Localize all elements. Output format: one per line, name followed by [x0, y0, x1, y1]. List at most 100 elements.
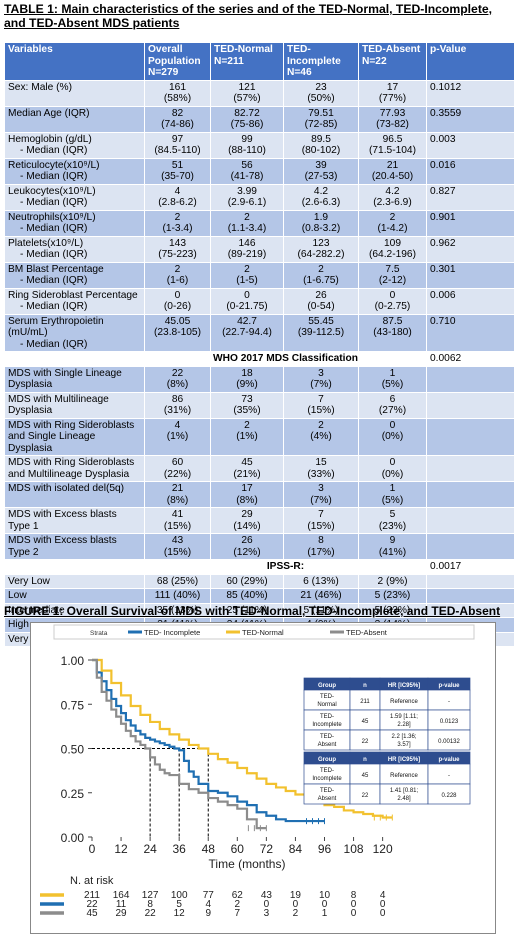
- value-cell: 7 (15%): [283, 507, 359, 534]
- value-cell: 96.5 (71.5-104): [358, 131, 427, 159]
- y-tick-label: 0.75: [61, 698, 85, 712]
- value-cell: 146 (89-219): [210, 235, 284, 263]
- risk-count: 0: [351, 908, 357, 919]
- value-cell: 1 (5%): [358, 481, 427, 508]
- hr-table-2-text: 1.41 [0.81;: [390, 788, 419, 794]
- header-cell: Variables: [4, 42, 145, 81]
- value-cell: 0 (0-2.75): [358, 287, 427, 315]
- hr-table-1-text: Incomplete: [312, 722, 342, 728]
- table-row: Very Low 68 (25%) 60 (29%) 6 (13%) 2 (9%): [4, 573, 515, 589]
- value-cell: 0 (0-21.75): [210, 287, 284, 315]
- risk-count: 164: [113, 890, 130, 901]
- value-cell: 2 (1-5): [210, 261, 284, 289]
- hr-table-1-text: 45: [362, 719, 369, 725]
- variable-cell: Hemoglobin (g/dL) - Median (IQR): [4, 131, 145, 159]
- hr-table-2-text: 2.48]: [397, 796, 411, 802]
- hr-table-2-text: 22: [362, 793, 369, 799]
- variable-cell: MDS with Excess blasts Type 2: [4, 533, 145, 560]
- variable-cell: Leukocytes(x10⁹/L) - Median (IQR): [4, 183, 145, 211]
- risk-count: 0: [380, 908, 386, 919]
- value-cell: 8 (17%): [283, 533, 359, 560]
- value-cell: 111 (40%): [144, 588, 211, 604]
- value-cell: 5 (23%): [358, 588, 427, 604]
- survival-curve: [92, 658, 393, 819]
- y-tick-label: 0.00: [61, 831, 85, 845]
- risk-count: 211: [84, 890, 100, 901]
- hr-table-1-text: n: [363, 683, 367, 689]
- legend-label: TED-Absent: [346, 628, 388, 637]
- value-cell: 3 (7%): [283, 365, 359, 393]
- table-row: Platelets(x10⁹/L) - Median (IQR) 143 (75-22…: [4, 235, 515, 263]
- p-value-cell: 0.710: [426, 313, 515, 352]
- table-row: Hemoglobin (g/dL) - Median (IQR) 97 (84.5-1…: [4, 131, 515, 159]
- value-cell: 68 (25%): [144, 573, 211, 589]
- value-cell: 17 (77%): [358, 79, 427, 107]
- hr-table-1-text: HR [IC95%]: [388, 683, 420, 689]
- value-cell: 41 (15%): [144, 507, 211, 534]
- p-value-cell: 0.827: [426, 183, 515, 211]
- value-cell: 5 (23%): [358, 602, 427, 618]
- risk-count: 1: [322, 908, 328, 919]
- p-value-cell: 0.3559: [426, 105, 515, 133]
- risk-count: 8: [351, 890, 357, 901]
- variable-cell: Serum Erythropoietin (mU/mL) - Median (IQ…: [4, 313, 145, 352]
- risk-count: 0: [264, 899, 270, 910]
- risk-count: 2: [293, 908, 299, 919]
- hr-table-1-text: 0.00132: [438, 739, 460, 745]
- value-cell: 4 (1%): [144, 417, 211, 456]
- risk-table-title: N. at risk: [70, 875, 114, 887]
- risk-count: 77: [203, 890, 215, 901]
- section-spacer: [4, 559, 145, 575]
- value-cell: 45 (21%): [210, 455, 284, 482]
- value-cell: 17 (8%): [210, 481, 284, 508]
- variable-cell: Median Age (IQR): [4, 105, 145, 133]
- value-cell: 73 (35%): [210, 391, 284, 419]
- value-cell: 42.7 (22.7-94.4): [210, 313, 284, 352]
- hr-table-2-text: Reference: [390, 773, 418, 779]
- value-cell: 0 (0-26): [144, 287, 211, 315]
- hr-table-1-text: Absent: [318, 742, 337, 748]
- value-cell: 21 (20.4-50): [358, 157, 427, 185]
- risk-count: 0: [322, 899, 328, 910]
- p-value-cell: 0.006: [426, 287, 515, 315]
- value-cell: 2 (9%): [358, 573, 427, 589]
- value-cell: 0 (0%): [358, 455, 427, 482]
- section-spacer: [4, 351, 145, 367]
- p-value-cell: [426, 455, 515, 482]
- hr-table-1-text: 3.57]: [397, 742, 411, 748]
- table-row: Median Age (IQR) 82 (74-86) 82.72 (75-86) 79.…: [4, 105, 515, 133]
- x-tick-label: 12: [114, 842, 128, 856]
- table-row: Sex: Male (%) 161 (58%) 121 (57%) 23 (50%) 17 (7…: [4, 79, 515, 107]
- value-cell: 2 (1-4.2): [358, 209, 427, 237]
- y-tick-label: 0.25: [61, 787, 85, 801]
- table-row: Serum Erythropoietin (mU/mL) - Median (IQ…: [4, 313, 515, 352]
- hr-table-1-text: 1.59 [1.11;: [390, 714, 418, 720]
- hr-table-1-text: 22: [362, 739, 369, 745]
- value-cell: 5 (23%): [358, 507, 427, 534]
- hr-table-2-text: Group: [318, 757, 336, 763]
- header-cell: Overall Population N=279: [144, 42, 211, 81]
- value-cell: 60 (29%): [210, 573, 284, 589]
- value-cell: 82 (74-86): [144, 105, 211, 133]
- value-cell: 43 (15%): [144, 533, 211, 560]
- table-row: BM Blast Percentage - Median (IQR) 2 (1-6) 2…: [4, 261, 515, 289]
- x-axis-label: Time (months): [209, 857, 286, 871]
- table-row: Low 111 (40%) 85 (40%) 21 (46%) 5 (23%): [4, 588, 515, 604]
- value-cell: 143 (75-223): [144, 235, 211, 263]
- risk-count: 3: [264, 908, 270, 919]
- value-cell: 29 (14%): [210, 507, 284, 534]
- variable-cell: MDS with Multilineage Dysplasia: [4, 391, 145, 419]
- legend-box: [53, 624, 475, 640]
- hr-table-2-text: Absent: [318, 796, 337, 802]
- hr-table-1-text: 0.0123: [440, 719, 459, 725]
- p-value-cell: [426, 588, 515, 604]
- risk-count: 127: [142, 890, 159, 901]
- risk-count: 11: [116, 899, 127, 910]
- table-row: MDS with isolated del(5q) 21 (8%) 17 (8%) 3 (7…: [4, 481, 515, 508]
- value-cell: 21 (46%): [283, 588, 359, 604]
- value-cell: 56 (41-78): [210, 157, 284, 185]
- value-cell: 161 (58%): [144, 79, 211, 107]
- survival-chart: Strata TED- Incomplete TED-Normal TED-Absen…: [30, 622, 496, 934]
- legend-label: TED- Incomplete: [144, 628, 200, 637]
- characteristics-table: Variables Overall Population N=279 TED-Nor…: [4, 42, 515, 647]
